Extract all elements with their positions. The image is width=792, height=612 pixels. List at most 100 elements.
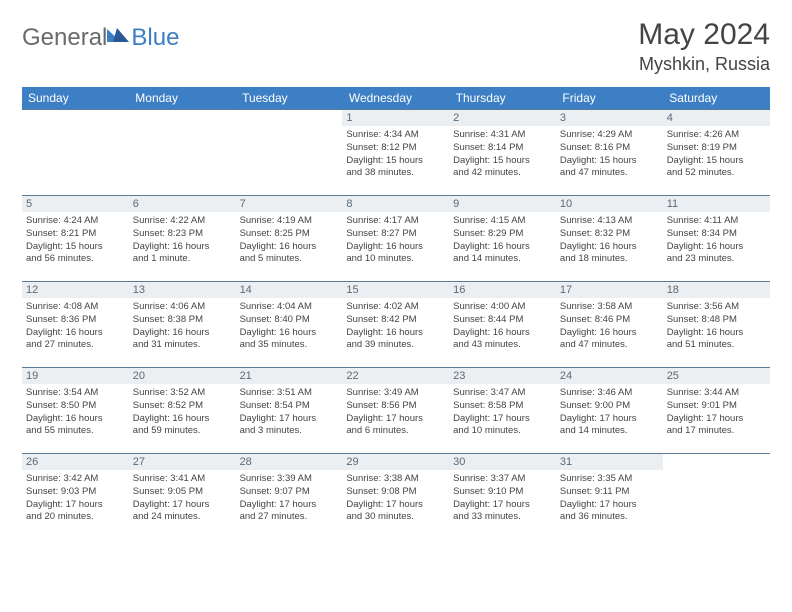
day-daylight2: and 10 minutes. [453, 425, 552, 438]
day-number: 3 [556, 110, 663, 126]
calendar-day-cell: 8Sunrise: 4:17 AMSunset: 8:27 PMDaylight… [342, 196, 449, 282]
day-content: Sunrise: 4:19 AMSunset: 8:25 PMDaylight:… [236, 212, 343, 270]
day-sunrise: Sunrise: 3:56 AM [667, 301, 766, 314]
day-content: Sunrise: 4:22 AMSunset: 8:23 PMDaylight:… [129, 212, 236, 270]
day-number: 17 [556, 282, 663, 298]
day-sunrise: Sunrise: 3:44 AM [667, 387, 766, 400]
day-sunset: Sunset: 8:23 PM [133, 228, 232, 241]
day-daylight2: and 14 minutes. [453, 253, 552, 266]
day-daylight2: and 30 minutes. [346, 511, 445, 524]
day-daylight1: Daylight: 17 hours [240, 499, 339, 512]
day-sunrise: Sunrise: 4:00 AM [453, 301, 552, 314]
day-number: 30 [449, 454, 556, 470]
day-content: Sunrise: 4:24 AMSunset: 8:21 PMDaylight:… [22, 212, 129, 270]
day-number: 8 [342, 196, 449, 212]
weekday-header: Monday [129, 87, 236, 110]
day-content: Sunrise: 4:06 AMSunset: 8:38 PMDaylight:… [129, 298, 236, 356]
day-sunset: Sunset: 8:16 PM [560, 142, 659, 155]
day-daylight2: and 10 minutes. [346, 253, 445, 266]
calendar-day-cell: 10Sunrise: 4:13 AMSunset: 8:32 PMDayligh… [556, 196, 663, 282]
day-daylight1: Daylight: 17 hours [240, 413, 339, 426]
day-daylight1: Daylight: 17 hours [560, 499, 659, 512]
day-daylight2: and 43 minutes. [453, 339, 552, 352]
day-daylight1: Daylight: 16 hours [453, 327, 552, 340]
day-sunrise: Sunrise: 4:11 AM [667, 215, 766, 228]
location: Myshkin, Russia [638, 54, 770, 75]
day-sunrise: Sunrise: 3:58 AM [560, 301, 659, 314]
day-daylight1: Daylight: 17 hours [346, 413, 445, 426]
day-daylight1: Daylight: 15 hours [453, 155, 552, 168]
day-content: Sunrise: 3:51 AMSunset: 8:54 PMDaylight:… [236, 384, 343, 442]
calendar-day-cell [22, 110, 129, 196]
day-number: 20 [129, 368, 236, 384]
day-daylight1: Daylight: 15 hours [667, 155, 766, 168]
day-sunset: Sunset: 8:58 PM [453, 400, 552, 413]
calendar-day-cell [663, 454, 770, 540]
calendar-day-cell: 29Sunrise: 3:38 AMSunset: 9:08 PMDayligh… [342, 454, 449, 540]
day-daylight1: Daylight: 16 hours [560, 241, 659, 254]
weekday-header: Saturday [663, 87, 770, 110]
day-sunrise: Sunrise: 3:41 AM [133, 473, 232, 486]
day-daylight1: Daylight: 16 hours [240, 241, 339, 254]
day-daylight2: and 56 minutes. [26, 253, 125, 266]
calendar-day-cell: 5Sunrise: 4:24 AMSunset: 8:21 PMDaylight… [22, 196, 129, 282]
day-daylight2: and 33 minutes. [453, 511, 552, 524]
day-sunset: Sunset: 8:50 PM [26, 400, 125, 413]
day-content: Sunrise: 4:26 AMSunset: 8:19 PMDaylight:… [663, 126, 770, 184]
day-daylight1: Daylight: 15 hours [560, 155, 659, 168]
day-content: Sunrise: 3:52 AMSunset: 8:52 PMDaylight:… [129, 384, 236, 442]
calendar-day-cell: 20Sunrise: 3:52 AMSunset: 8:52 PMDayligh… [129, 368, 236, 454]
day-number: 23 [449, 368, 556, 384]
logo: General Blue [22, 24, 179, 52]
day-sunrise: Sunrise: 3:35 AM [560, 473, 659, 486]
day-sunset: Sunset: 8:12 PM [346, 142, 445, 155]
day-sunset: Sunset: 8:32 PM [560, 228, 659, 241]
day-sunrise: Sunrise: 4:19 AM [240, 215, 339, 228]
day-sunrise: Sunrise: 3:39 AM [240, 473, 339, 486]
day-content: Sunrise: 3:49 AMSunset: 8:56 PMDaylight:… [342, 384, 449, 442]
day-content: Sunrise: 4:02 AMSunset: 8:42 PMDaylight:… [342, 298, 449, 356]
calendar-day-cell: 3Sunrise: 4:29 AMSunset: 8:16 PMDaylight… [556, 110, 663, 196]
weekday-header: Thursday [449, 87, 556, 110]
day-content: Sunrise: 4:29 AMSunset: 8:16 PMDaylight:… [556, 126, 663, 184]
calendar-day-cell: 14Sunrise: 4:04 AMSunset: 8:40 PMDayligh… [236, 282, 343, 368]
calendar-day-cell: 12Sunrise: 4:08 AMSunset: 8:36 PMDayligh… [22, 282, 129, 368]
day-number: 9 [449, 196, 556, 212]
calendar-week-row: 12Sunrise: 4:08 AMSunset: 8:36 PMDayligh… [22, 282, 770, 368]
day-daylight2: and 3 minutes. [240, 425, 339, 438]
day-daylight2: and 5 minutes. [240, 253, 339, 266]
day-daylight2: and 23 minutes. [667, 253, 766, 266]
day-content: Sunrise: 3:35 AMSunset: 9:11 PMDaylight:… [556, 470, 663, 528]
day-content: Sunrise: 3:44 AMSunset: 9:01 PMDaylight:… [663, 384, 770, 442]
day-number: 6 [129, 196, 236, 212]
calendar-day-cell: 15Sunrise: 4:02 AMSunset: 8:42 PMDayligh… [342, 282, 449, 368]
day-number: 24 [556, 368, 663, 384]
day-content: Sunrise: 3:38 AMSunset: 9:08 PMDaylight:… [342, 470, 449, 528]
calendar-day-cell: 26Sunrise: 3:42 AMSunset: 9:03 PMDayligh… [22, 454, 129, 540]
day-sunrise: Sunrise: 4:26 AM [667, 129, 766, 142]
day-number: 13 [129, 282, 236, 298]
calendar-body: 1Sunrise: 4:34 AMSunset: 8:12 PMDaylight… [22, 110, 770, 540]
day-sunset: Sunset: 8:36 PM [26, 314, 125, 327]
day-sunset: Sunset: 8:29 PM [453, 228, 552, 241]
day-sunset: Sunset: 9:00 PM [560, 400, 659, 413]
day-content: Sunrise: 4:31 AMSunset: 8:14 PMDaylight:… [449, 126, 556, 184]
day-content: Sunrise: 4:13 AMSunset: 8:32 PMDaylight:… [556, 212, 663, 270]
day-sunrise: Sunrise: 3:49 AM [346, 387, 445, 400]
day-sunrise: Sunrise: 4:22 AM [133, 215, 232, 228]
day-sunset: Sunset: 8:52 PM [133, 400, 232, 413]
day-number: 21 [236, 368, 343, 384]
day-sunset: Sunset: 9:03 PM [26, 486, 125, 499]
calendar-day-cell [129, 110, 236, 196]
day-sunset: Sunset: 9:05 PM [133, 486, 232, 499]
day-daylight2: and 35 minutes. [240, 339, 339, 352]
day-sunset: Sunset: 8:27 PM [346, 228, 445, 241]
day-sunset: Sunset: 8:25 PM [240, 228, 339, 241]
month-year: May 2024 [638, 18, 770, 52]
day-daylight2: and 59 minutes. [133, 425, 232, 438]
calendar-day-cell: 2Sunrise: 4:31 AMSunset: 8:14 PMDaylight… [449, 110, 556, 196]
day-sunset: Sunset: 8:54 PM [240, 400, 339, 413]
calendar-day-cell: 9Sunrise: 4:15 AMSunset: 8:29 PMDaylight… [449, 196, 556, 282]
day-sunrise: Sunrise: 3:54 AM [26, 387, 125, 400]
day-daylight1: Daylight: 17 hours [453, 413, 552, 426]
